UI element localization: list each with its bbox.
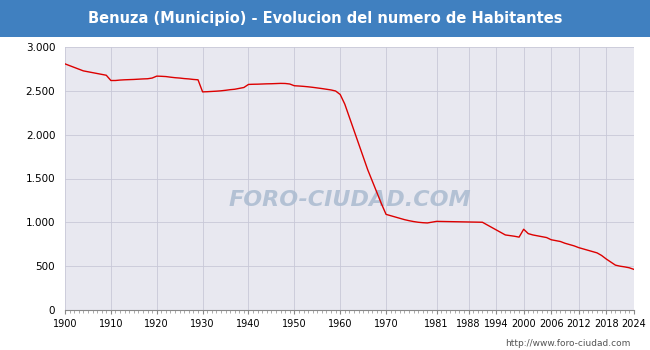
Text: Benuza (Municipio) - Evolucion del numero de Habitantes: Benuza (Municipio) - Evolucion del numer… <box>88 11 562 26</box>
Text: http://www.foro-ciudad.com: http://www.foro-ciudad.com <box>505 339 630 348</box>
Text: FORO-CIUDAD.COM: FORO-CIUDAD.COM <box>228 189 471 210</box>
